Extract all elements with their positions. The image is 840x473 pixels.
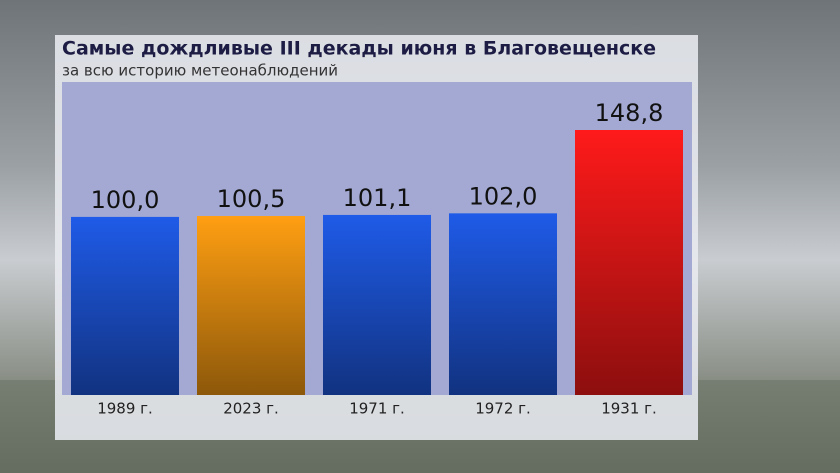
x-tick-label: 2023 г.	[223, 400, 279, 418]
chart-subtitle: за всю историю метеонаблюдений	[62, 62, 338, 80]
value-label: 100,5	[217, 185, 286, 213]
x-tick-label: 1972 г.	[475, 400, 531, 418]
chart-title: Самые дождливые III декады июня в Благов…	[62, 38, 656, 60]
bar-shade	[575, 130, 683, 395]
value-label: 100,0	[91, 186, 160, 214]
bar-shade	[323, 214, 431, 395]
value-label: 101,1	[343, 184, 412, 212]
bar-shade	[197, 216, 305, 395]
x-tick-label: 1931 г.	[601, 400, 657, 418]
bar-shade	[449, 213, 557, 395]
value-label: 102,0	[469, 182, 538, 210]
x-tick-label: 1971 г.	[349, 400, 405, 418]
value-label: 148,8	[595, 99, 664, 127]
x-tick-label: 1989 г.	[97, 400, 153, 418]
bar-shade	[71, 216, 179, 395]
